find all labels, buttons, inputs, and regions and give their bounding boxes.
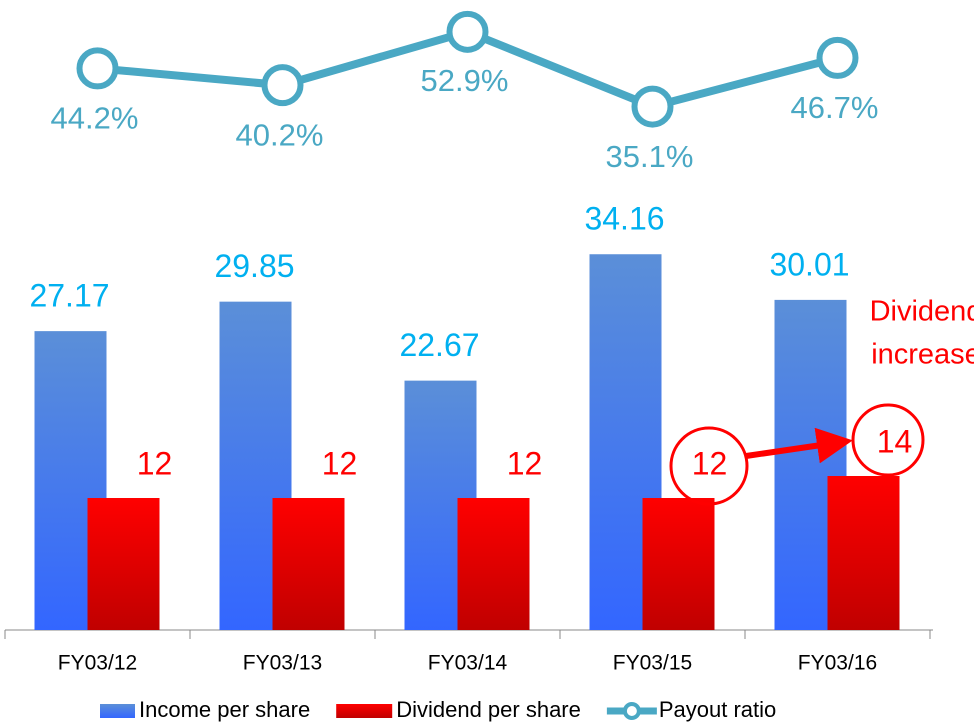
line-point (76, 47, 119, 90)
x-tick-label: FY03/12 (58, 652, 137, 675)
value-label: 46.7% (791, 90, 879, 125)
bar (87, 498, 160, 630)
arrow (745, 427, 853, 464)
value-label: 27.17 (29, 278, 109, 314)
value-label: 12 (322, 445, 358, 481)
line-point (816, 36, 859, 79)
bar (827, 476, 900, 630)
legend-swatch (336, 704, 393, 718)
highlight-circle (851, 403, 925, 477)
legend-label: Payout ratio (659, 697, 776, 722)
value-label: 12 (692, 445, 728, 481)
legend-swatch (100, 704, 135, 718)
value-label: 22.67 (399, 327, 479, 363)
value-label: 29.85 (214, 248, 294, 284)
legend-swatch (622, 702, 641, 720)
legend-label: Dividend per share (396, 697, 581, 722)
value-label: 30.01 (769, 246, 849, 282)
value-label: 34.16 (584, 201, 664, 237)
highlight-circle (669, 426, 749, 506)
bar (272, 498, 345, 630)
bar (457, 498, 530, 630)
annotation: Dividend (870, 296, 974, 328)
x-tick-label: FY03/15 (613, 652, 692, 675)
value-label: 12 (507, 445, 543, 481)
value-label: 44.2% (51, 101, 139, 136)
bar (642, 498, 715, 630)
value-label: 14 (877, 423, 913, 459)
legend-label: Income per share (139, 697, 310, 722)
value-label: 52.9% (421, 63, 509, 98)
annotation: increase (871, 339, 974, 371)
x-tick-label: FY03/16 (798, 652, 877, 675)
line-point (446, 10, 489, 53)
line-point (631, 85, 674, 128)
value-label: 12 (137, 445, 173, 481)
x-tick-label: FY03/13 (243, 652, 322, 675)
value-label: 35.1% (606, 139, 694, 174)
line-point (261, 64, 304, 107)
value-label: 40.2% (236, 117, 324, 152)
x-tick-label: FY03/14 (428, 652, 508, 675)
